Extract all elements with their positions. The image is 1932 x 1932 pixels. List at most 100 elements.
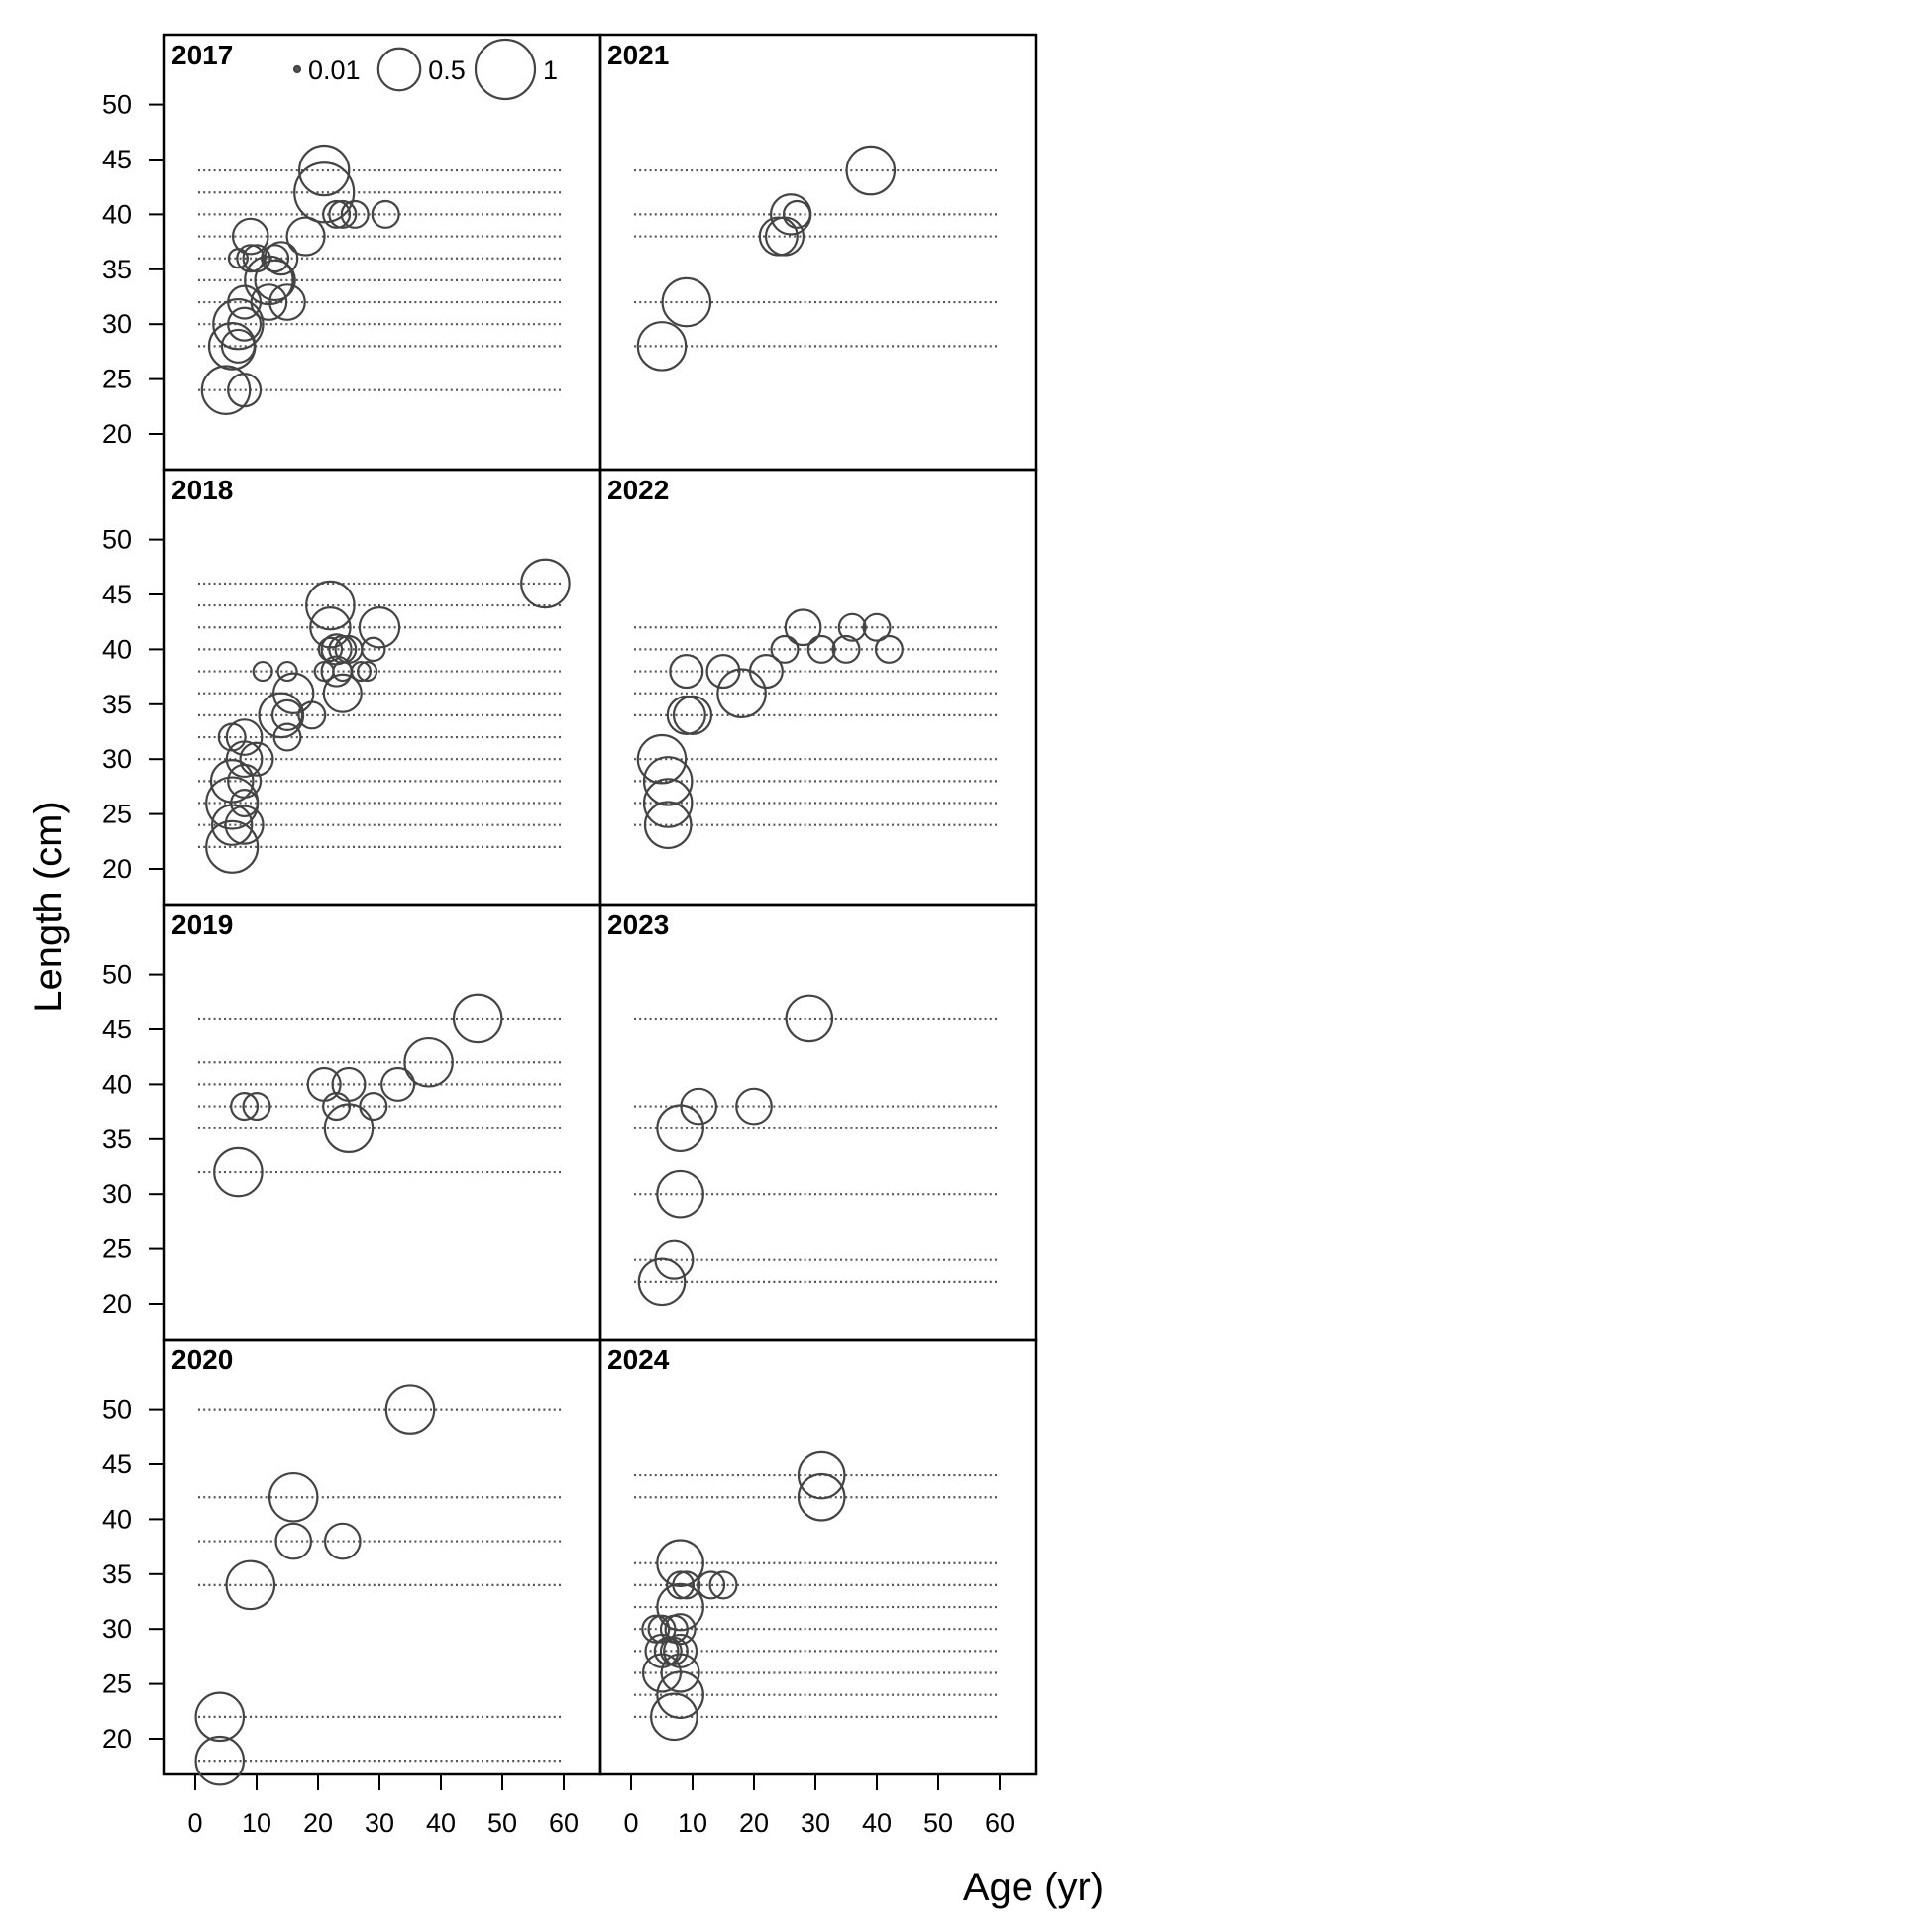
data-point-bubble [716, 668, 767, 719]
legend-bubble [376, 47, 422, 92]
data-point-bubble [797, 1450, 846, 1500]
data-point-bubble [227, 763, 263, 799]
data-point-bubble [874, 634, 904, 664]
y-tick-label: 30 [102, 309, 132, 339]
panel-year-label: 2020 [171, 1344, 233, 1375]
x-tick-label: 50 [487, 1808, 517, 1838]
data-point-bubble [328, 199, 358, 229]
panel-year-label: 2017 [171, 40, 233, 70]
data-point-bubble [358, 606, 401, 649]
data-point-bubble [205, 819, 260, 874]
y-tick-label: 50 [102, 960, 132, 990]
y-tick-label: 45 [102, 1449, 132, 1479]
data-point-bubble [268, 283, 306, 321]
panel-year-label: 2021 [607, 40, 669, 70]
data-point-bubble [242, 1092, 271, 1122]
data-point-bubble [656, 1539, 704, 1588]
panel-2023: 2023 [607, 910, 1000, 1307]
panel-frame [162, 468, 602, 907]
data-point-bubble [708, 1570, 738, 1600]
data-point-bubble [200, 365, 252, 415]
data-point-bubble [239, 741, 274, 777]
panel-year-label: 2019 [171, 910, 233, 940]
data-point-bubble [305, 580, 356, 631]
panel-2020: 2020 [171, 1344, 564, 1786]
data-point-bubble [225, 718, 264, 756]
data-point-bubble [298, 144, 351, 197]
y-tick-label: 50 [102, 1395, 132, 1425]
data-point-bubble [664, 1613, 697, 1646]
y-tick-label: 35 [102, 690, 132, 719]
y-tick-label: 35 [102, 255, 132, 284]
data-point-bubble [656, 1582, 704, 1632]
panel-year-label: 2023 [607, 910, 669, 940]
panel-2019: 2019 [171, 910, 564, 1198]
data-point-bubble [322, 1092, 352, 1122]
x-tick-label: 20 [303, 1808, 333, 1838]
y-tick-label: 20 [102, 419, 132, 449]
y-tick-label: 25 [102, 365, 132, 394]
x-tick-label: 10 [678, 1808, 707, 1838]
data-point-bubble [194, 1691, 246, 1743]
data-point-bubble [845, 145, 897, 196]
data-point-bubble [323, 1522, 362, 1560]
panel-frame [598, 903, 1038, 1342]
data-point-bubble [654, 1239, 695, 1280]
panel-year-label: 2018 [171, 475, 233, 505]
data-point-bubble [697, 1570, 726, 1600]
x-tick-label: 30 [801, 1808, 830, 1838]
data-point-bubble [293, 161, 356, 224]
data-point-bubble [285, 216, 326, 257]
data-point-bubble [642, 778, 694, 828]
y-tick-label: 45 [102, 580, 132, 609]
data-point-bubble [784, 608, 822, 647]
y-tick-label: 25 [102, 800, 132, 829]
legend-label: 1 [543, 55, 558, 85]
data-point-bubble [735, 1087, 773, 1126]
data-point-bubble [274, 1522, 313, 1560]
data-point-bubble [748, 654, 784, 690]
legend-label: 0.5 [428, 55, 466, 85]
data-point-bubble [331, 1066, 367, 1102]
panel-2024: 2024 [607, 1344, 1000, 1742]
y-tick-label: 25 [102, 1234, 132, 1264]
data-point-bubble [403, 1036, 454, 1088]
data-point-bubble [270, 698, 304, 731]
data-point-bubble [231, 217, 269, 256]
legend-bubble [474, 38, 537, 101]
data-point-bubble [209, 759, 255, 804]
data-point-bubble [271, 672, 315, 714]
data-point-bubble [227, 306, 263, 342]
data-point-bubble [213, 1146, 264, 1198]
legend-label: 0.01 [308, 55, 361, 85]
panel-2018: 2018 [171, 475, 571, 874]
data-point-bubble [656, 1169, 704, 1219]
data-point-bubble [641, 1614, 671, 1644]
data-point-bubble [636, 321, 688, 372]
data-point-bubble [220, 328, 256, 364]
y-tick-label: 20 [102, 1289, 132, 1319]
y-tick-label: 35 [102, 1559, 132, 1589]
x-tick-label: 10 [242, 1808, 271, 1838]
y-tick-label: 30 [102, 1179, 132, 1209]
y-axis-title: Length (cm) [27, 801, 70, 1012]
panel-frame [162, 903, 602, 1342]
data-point-bubble [309, 606, 352, 649]
y-tick-label: 45 [102, 145, 132, 174]
x-tick-label: 0 [187, 1808, 202, 1838]
data-point-bubble [797, 1472, 846, 1522]
data-point-bubble [252, 660, 273, 683]
data-point-bubble [643, 801, 693, 850]
data-point-bubble [361, 636, 386, 663]
y-tick-label: 50 [102, 90, 132, 120]
data-point-bubble [862, 612, 892, 642]
data-point-bubble [194, 1735, 246, 1786]
data-point-bubble [242, 244, 271, 273]
panel-frame [598, 1338, 1038, 1776]
data-point-bubble [212, 298, 265, 351]
data-point-bubble [264, 241, 299, 276]
x-tick-label: 0 [623, 1808, 638, 1838]
data-point-bubble [837, 612, 867, 642]
panel-2017: 2017 [171, 40, 564, 415]
